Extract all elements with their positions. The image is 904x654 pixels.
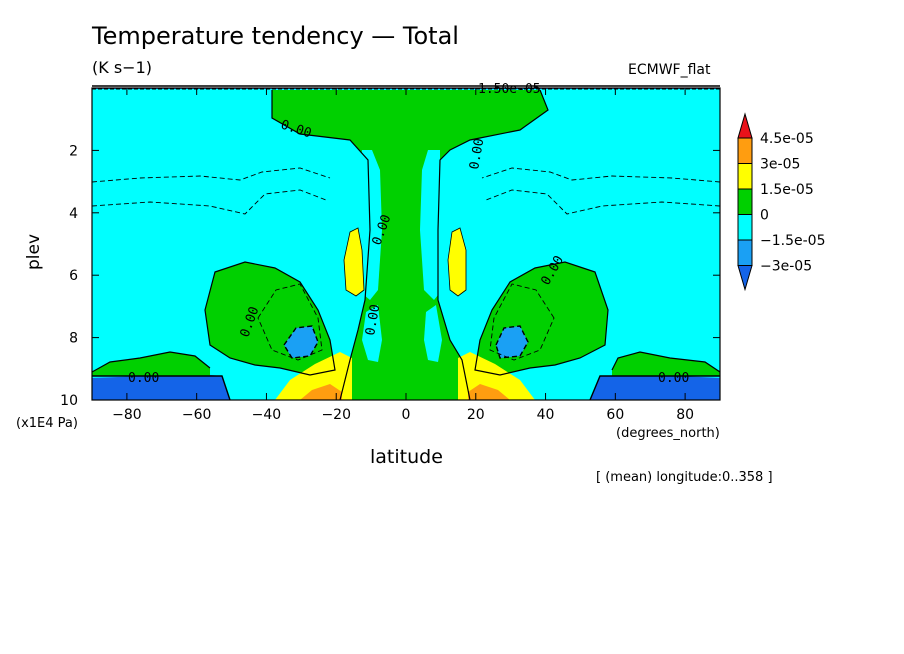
colorbar-bin	[737, 214, 753, 241]
x-tick-label: 80	[676, 407, 694, 423]
contour-label: 0.00	[128, 371, 159, 386]
y-tick-label: 10	[60, 393, 78, 409]
x-tick-label: 0	[402, 407, 411, 423]
x-tick-label: 20	[467, 407, 485, 423]
contour-label: 1.50e-05	[478, 82, 541, 97]
y-tick-label: 2	[69, 143, 78, 159]
colorbar-label: 4.5e-05	[760, 131, 814, 147]
colorbar-bin	[737, 112, 753, 139]
colorbar-bin	[737, 265, 753, 292]
y-axis-units: (x1E4 Pa)	[16, 416, 78, 431]
colorbar-label: 1.5e-05	[760, 182, 814, 198]
dataset-label: ECMWF_flat	[628, 62, 711, 78]
contour-label: 0.00	[658, 371, 689, 386]
x-tick-label: −80	[112, 407, 142, 423]
colorbar-label: 0	[760, 208, 769, 224]
x-tick-label: 60	[606, 407, 624, 423]
x-axis: −80 −60 −40 −20 0 20 40 60 80	[112, 88, 694, 423]
colorbar-bin	[737, 188, 753, 215]
y-tick-label: 4	[69, 206, 78, 222]
chart-units: (K s−1)	[92, 58, 152, 77]
colorbar-label: 3e-05	[760, 157, 800, 173]
colorbar-label: −3e-05	[760, 259, 812, 275]
colorbar-bin	[737, 239, 753, 266]
contour-label: 0.00	[467, 137, 487, 170]
chart-title: Temperature tendency — Total	[92, 22, 459, 50]
y-tick-label: 6	[69, 268, 78, 284]
footnote: [ (mean) longitude:0..358 ]	[596, 470, 773, 485]
colorbar-bin	[737, 137, 753, 164]
colorbar-label: −1.5e-05	[760, 233, 825, 249]
y-tick-label: 8	[69, 331, 78, 347]
x-tick-label: −20	[321, 407, 351, 423]
colorbar-bin	[737, 163, 753, 190]
x-axis-units: (degrees_north)	[616, 426, 720, 441]
x-axis-label: latitude	[370, 446, 443, 468]
colorbar: 4.5e-05 3e-05 1.5e-05 0 −1.5e-05 −3e-05	[737, 112, 825, 292]
x-tick-label: 40	[537, 407, 555, 423]
x-tick-label: −40	[252, 407, 282, 423]
contour-fill	[92, 88, 720, 400]
x-tick-label: −60	[182, 407, 212, 423]
contour-label: 0.00	[363, 303, 383, 336]
y-axis: 2 4 6 8 10	[60, 143, 720, 409]
